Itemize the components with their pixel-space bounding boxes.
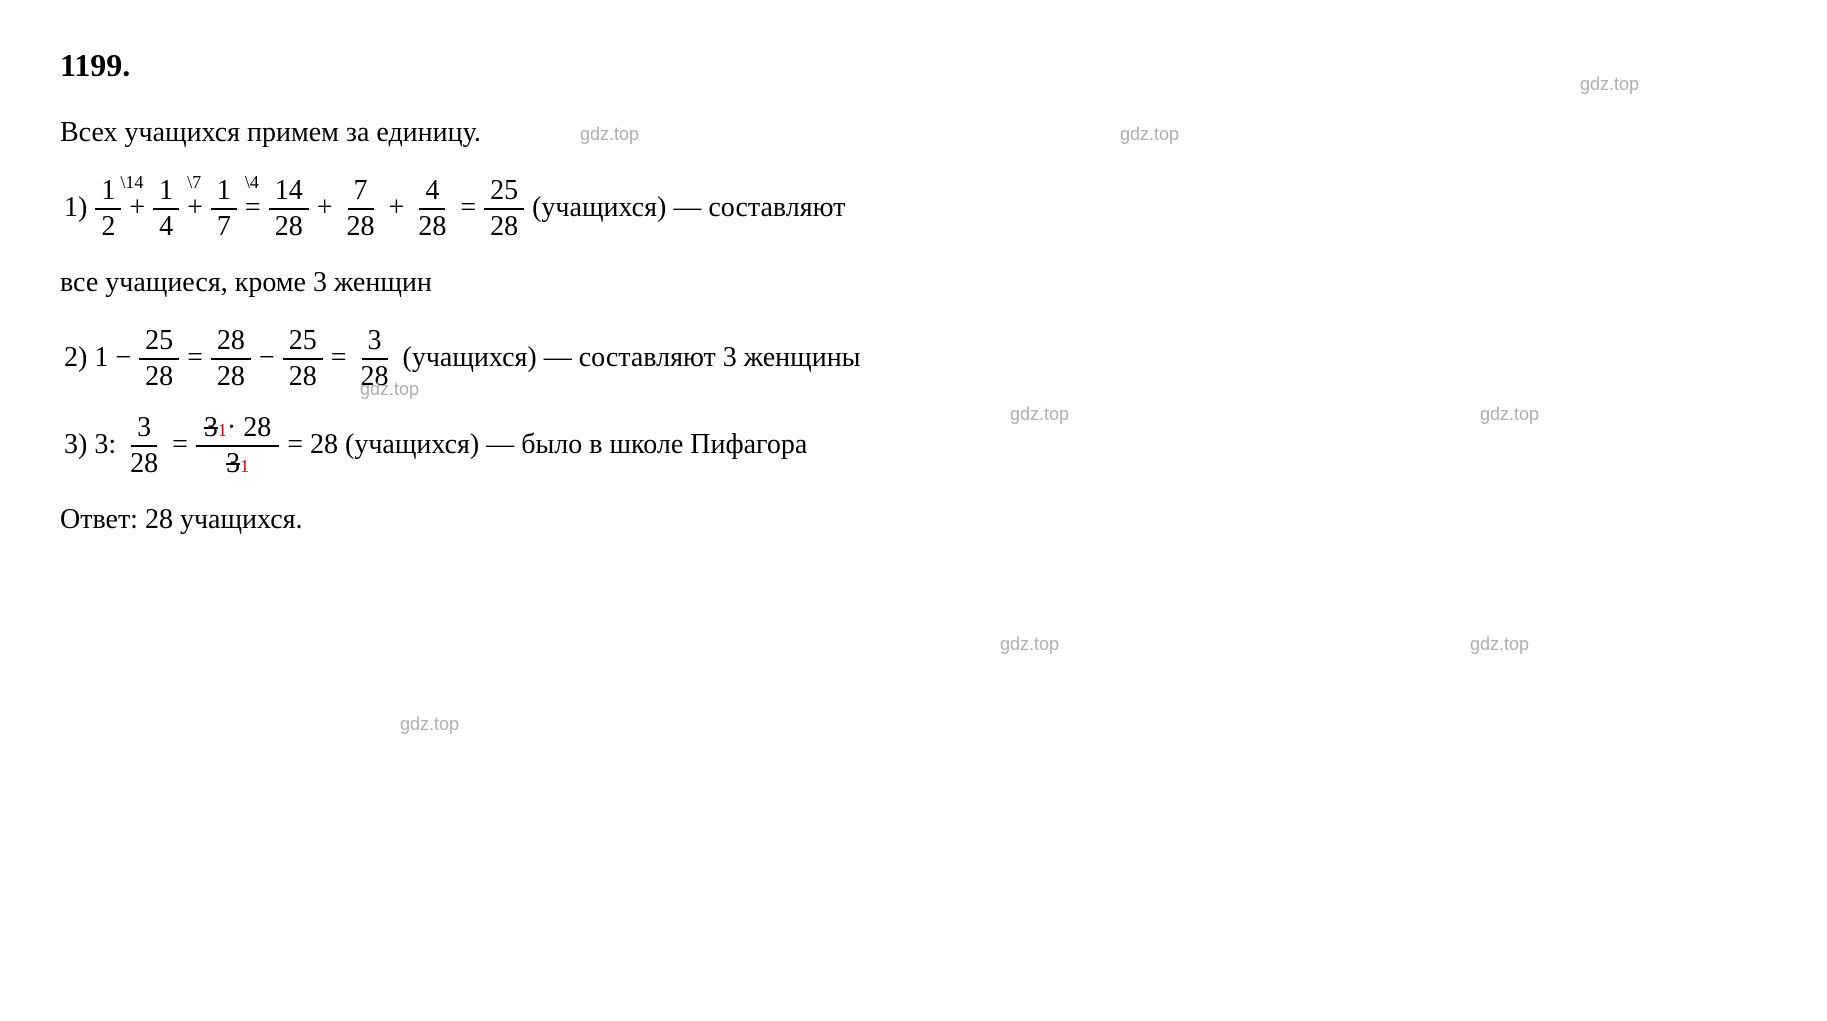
eq3-frac1: 3 28 (124, 411, 164, 480)
eq3-eq2: = 28 (учащихся) — было в школе Пифагора (287, 423, 807, 468)
cancel-den-sub: 1 (240, 456, 249, 478)
equation-3: 3) 3: 3 28 = 31 · 28 31 = 28 (учащихся) … (60, 411, 1767, 480)
cancel-num-rest: · 28 (227, 411, 271, 445)
eq2-eq2: = (331, 336, 347, 381)
document-container: 1199. Всех учащихся примем за единицу. 1… (60, 40, 1767, 543)
eq1-continuation: все учащиеся, кроме 3 женщин (60, 261, 1767, 306)
cancel-den-strike: 3 (226, 447, 240, 481)
eq3-cancel-frac: 31 · 28 31 (196, 411, 279, 480)
equation-2: 2) 1 − 25 28 = 28 28 − 25 28 = 3 28 (уча… (60, 324, 1767, 393)
eq1-frac3: 1 7 \4 (211, 174, 237, 243)
eq1-frac5: 7 28 (341, 174, 381, 243)
equation-1: 1) 1 2 \14 + 1 4 \7 + 1 7 \4 = 14 28 + 7… (60, 174, 1767, 243)
watermark-text: gdz.top (1000, 630, 1059, 659)
watermark-text: gdz.top (400, 710, 459, 739)
eq1-frac7: 25 28 (484, 174, 524, 243)
eq1-frac4: 14 28 (269, 174, 309, 243)
eq3-eq1: = (172, 423, 188, 468)
eq2-eq1: = (187, 336, 203, 381)
eq2-frac3: 25 28 (283, 324, 323, 393)
eq2-frac4: 3 28 (355, 324, 395, 393)
cancel-num-strike: 3 (204, 411, 218, 445)
eq1-frac1: 1 2 \14 (95, 174, 121, 243)
eq1-op4: + (389, 186, 405, 231)
eq2-suffix: (учащихся) — составляют 3 женщины (403, 336, 861, 381)
cancel-num-sup: 1 (218, 420, 227, 442)
watermark-text: gdz.top (1470, 630, 1529, 659)
eq2-op1: − (259, 336, 275, 381)
eq2-frac1: 25 28 (139, 324, 179, 393)
eq1-suffix: (учащихся) — составляют (532, 186, 845, 231)
eq2-prefix: 2) 1 − (64, 336, 131, 381)
eq2-frac2: 28 28 (211, 324, 251, 393)
eq1-frac6: 4 28 (412, 174, 452, 243)
answer-text: Ответ: 28 учащихся. (60, 498, 1767, 543)
eq3-prefix: 3) 3: (64, 423, 116, 468)
eq1-op3: + (317, 186, 333, 231)
eq1-frac2: 1 4 \7 (153, 174, 179, 243)
problem-number: 1199. (60, 40, 1767, 91)
eq1-eq2: = (460, 186, 476, 231)
intro-text: Всех учащихся примем за единицу. (60, 111, 1767, 156)
eq1-prefix: 1) (64, 186, 87, 231)
